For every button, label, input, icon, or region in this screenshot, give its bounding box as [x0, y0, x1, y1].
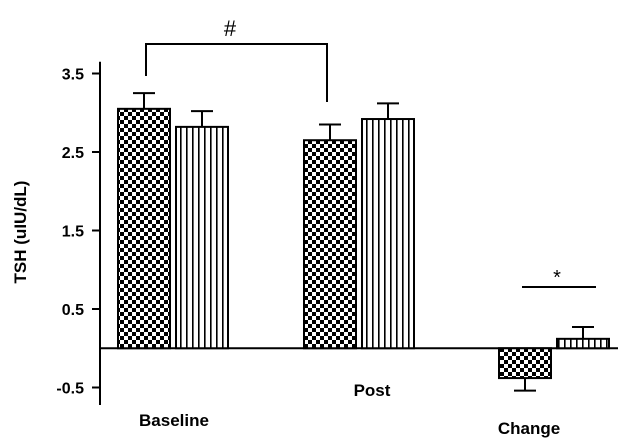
y-tick-label: 1.5	[62, 224, 84, 241]
bar-vertical-stripes-baseline	[175, 125, 229, 350]
y-tick-label: 2.5	[62, 145, 84, 162]
y-tick-label: -0.5	[56, 381, 84, 398]
y-tick-label: 3.5	[62, 67, 84, 84]
bracket-line	[145, 43, 328, 102]
y-tick-label: 0.5	[62, 302, 84, 319]
bar-vertical-stripes-post	[361, 118, 415, 350]
bars-group	[117, 92, 610, 392]
bar-checkerboard-post	[303, 139, 357, 350]
significance-bar-star: *	[522, 267, 596, 289]
significance-hash-label: #	[224, 16, 237, 41]
category-label-change: Change	[498, 419, 560, 438]
significance-star-label: *	[553, 267, 561, 289]
bar-checkerboard-baseline	[117, 107, 171, 350]
category-label-post: Post	[354, 381, 391, 400]
bar-vertical-stripes-change	[556, 337, 610, 350]
y-axis-title: TSH (uIU/dL)	[11, 181, 30, 284]
significance-bracket-hash: #	[145, 16, 328, 102]
bar-checkerboard-change	[498, 347, 552, 380]
category-label-baseline: Baseline	[139, 411, 209, 430]
